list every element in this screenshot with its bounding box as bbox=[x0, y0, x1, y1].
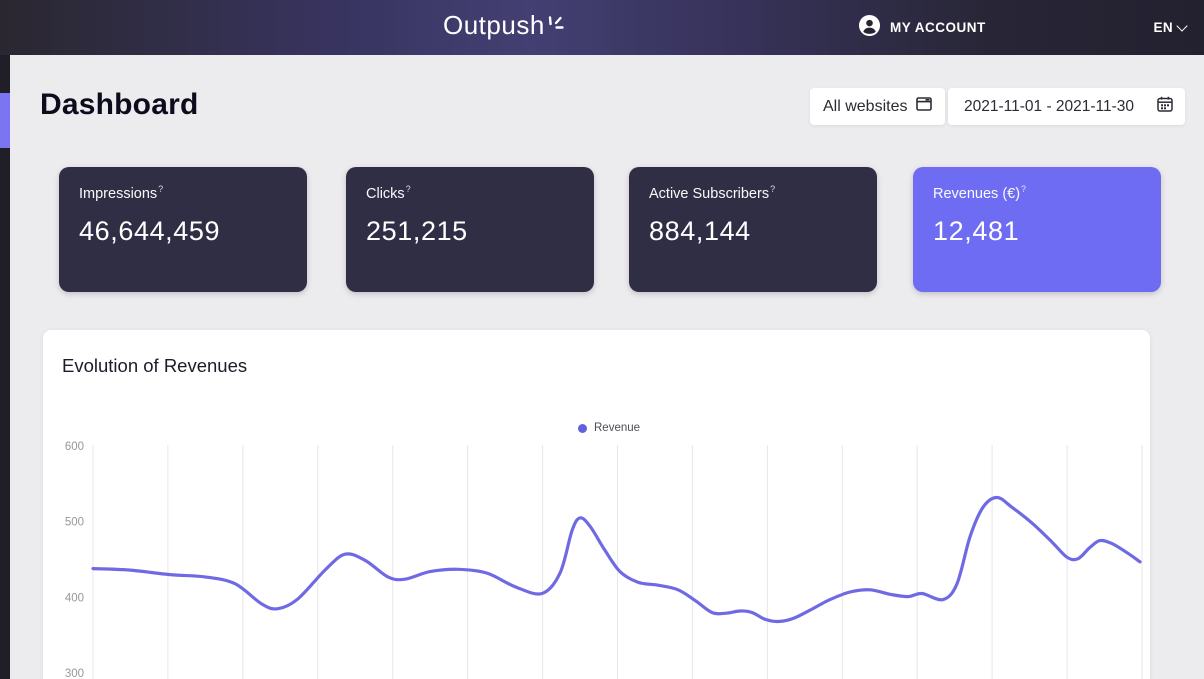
y-axis-tick-label: 300 bbox=[65, 668, 84, 679]
chart-title: Evolution of Revenues bbox=[62, 355, 248, 376]
website-filter-dropdown[interactable]: All websites bbox=[810, 88, 946, 125]
y-axis-tick-label: 500 bbox=[65, 517, 84, 529]
stat-card-revenues: Revenues (€)? 12,481 bbox=[913, 167, 1161, 292]
stat-value: 884,144 bbox=[649, 215, 751, 246]
revenue-chart-card bbox=[43, 330, 1150, 679]
language-label: EN bbox=[1153, 20, 1173, 35]
date-range-value: 2021-11-01 - 2021-11-30 bbox=[964, 97, 1135, 115]
logo-text: Outpush bbox=[443, 10, 545, 40]
stat-value: 251,215 bbox=[366, 215, 468, 246]
my-account-button[interactable]: MY ACCOUNT bbox=[858, 0, 986, 55]
website-filter-label: All websites bbox=[823, 97, 908, 115]
logo[interactable]: Outpush bbox=[443, 10, 564, 41]
account-label: MY ACCOUNT bbox=[890, 20, 986, 35]
revenue-line[interactable] bbox=[91, 495, 1142, 624]
legend-label: Revenue bbox=[594, 422, 641, 434]
date-range-picker[interactable]: 2021-11-01 - 2021-11-30 bbox=[948, 88, 1185, 125]
help-hint-icon[interactable]: ? bbox=[158, 184, 164, 194]
account-avatar-icon bbox=[858, 14, 881, 42]
stat-card-clicks: Clicks? 251,215 bbox=[346, 167, 594, 292]
legend-dot-icon bbox=[578, 423, 587, 433]
stat-card-impressions: Impressions? 46,644,459 bbox=[59, 167, 307, 292]
help-hint-icon[interactable]: ? bbox=[770, 184, 776, 194]
chevron-down-icon bbox=[1176, 19, 1188, 32]
stat-label: Clicks? bbox=[366, 184, 411, 202]
websites-icon bbox=[916, 97, 933, 116]
y-axis-tick-label: 400 bbox=[65, 592, 84, 604]
page-title: Dashboard bbox=[40, 88, 199, 121]
stat-value: 46,644,459 bbox=[79, 215, 221, 246]
calendar-icon bbox=[1157, 96, 1173, 117]
language-selector[interactable]: EN bbox=[1153, 0, 1188, 55]
stat-label: Revenues (€)? bbox=[933, 184, 1027, 202]
stat-card-active-subscribers: Active Subscribers? 884,144 bbox=[629, 167, 877, 292]
y-axis-tick-label: 600 bbox=[65, 441, 84, 453]
stat-label: Impressions? bbox=[79, 184, 164, 202]
stat-value: 12,481 bbox=[933, 215, 1020, 246]
chart-legend[interactable]: Revenue bbox=[578, 422, 640, 434]
rail-scroll-indicator[interactable] bbox=[0, 93, 10, 148]
stat-label: Active Subscribers? bbox=[649, 184, 776, 202]
logo-spark-icon bbox=[547, 8, 564, 39]
help-hint-icon[interactable]: ? bbox=[1021, 184, 1027, 194]
revenue-line-chart[interactable]: 600 500 400 300 bbox=[0, 430, 1204, 679]
top-navbar: Outpush MY ACCOUNT EN bbox=[0, 0, 1204, 55]
help-hint-icon[interactable]: ? bbox=[405, 184, 411, 194]
left-scroll-rail[interactable] bbox=[0, 55, 10, 679]
